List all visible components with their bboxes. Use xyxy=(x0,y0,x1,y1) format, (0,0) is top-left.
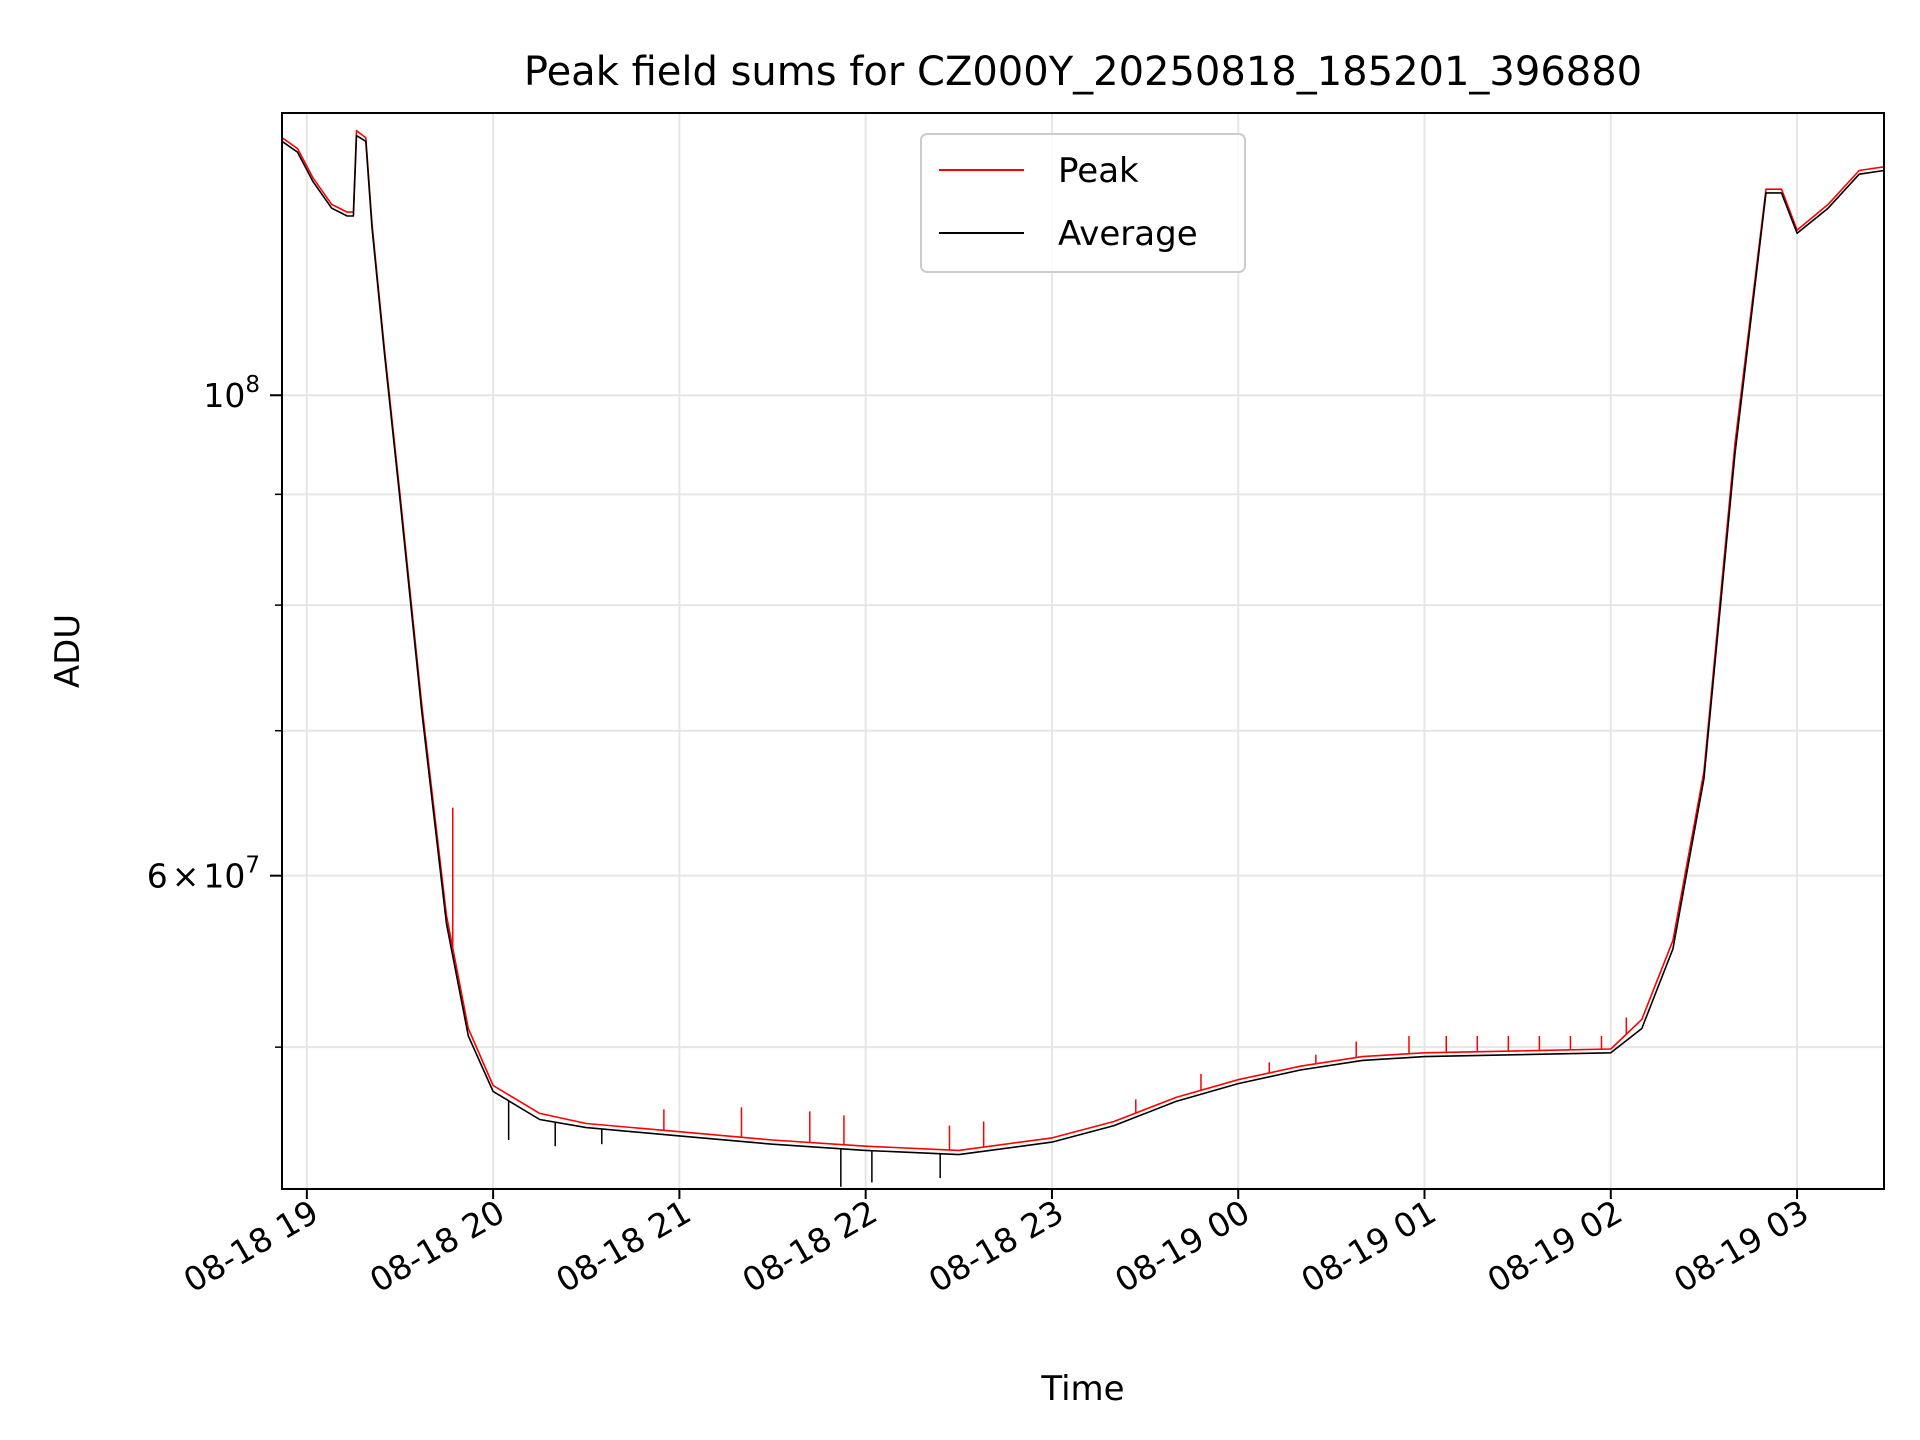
x-tick-label: 08-19 01 xyxy=(1295,1192,1443,1300)
average-series-line xyxy=(281,134,1885,1156)
plot-frame xyxy=(281,112,1885,1190)
grid-lines xyxy=(282,113,1884,1189)
y-tick-coefficient: 6 xyxy=(147,857,168,896)
x-tick-label: 08-19 02 xyxy=(1481,1192,1629,1300)
legend-box xyxy=(920,133,1246,273)
y-axis-label: ADU xyxy=(48,614,88,688)
legend-label-peak: Peak xyxy=(1058,151,1139,191)
y-tick-label: 6 × 107 xyxy=(147,853,260,896)
y-tick-times-sign: × xyxy=(172,857,200,896)
x-axis: 08-18 19 08-18 20 08-18 21 08-18 22 08-18 23… xyxy=(177,1189,1815,1300)
y-tick-exponent: 7 xyxy=(245,853,260,879)
x-axis-label: Time xyxy=(1040,1369,1124,1409)
chart-title: Peak field sums for CZ000Y_20250818_1852… xyxy=(524,49,1642,95)
y-tick-base: 10 xyxy=(203,857,245,896)
x-tick-label: 08-18 22 xyxy=(736,1192,884,1300)
series-layer xyxy=(281,129,1885,1187)
y-tick-base: 10 xyxy=(203,376,245,415)
legend-label-average: Average xyxy=(1058,214,1198,254)
legend: Peak Average xyxy=(920,133,1246,273)
x-tick-label: 08-18 21 xyxy=(549,1192,697,1300)
y-tick-exponent: 8 xyxy=(245,372,260,398)
peak-series-line xyxy=(281,129,1885,1152)
x-tick-label: 08-18 23 xyxy=(922,1192,1070,1300)
x-tick-label: 08-19 03 xyxy=(1667,1192,1815,1300)
x-tick-label: 08-18 19 xyxy=(177,1192,325,1300)
y-tick-label: 108 xyxy=(203,372,260,415)
x-tick-label: 08-19 00 xyxy=(1108,1192,1256,1300)
x-tick-label: 08-18 20 xyxy=(363,1192,511,1300)
